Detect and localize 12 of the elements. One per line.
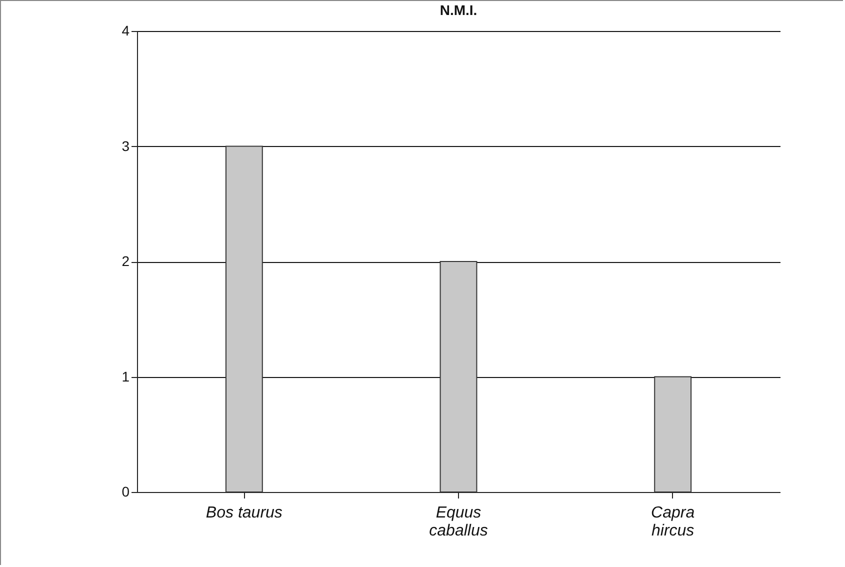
bar <box>440 261 478 492</box>
y-tick-label: 0 <box>122 484 130 500</box>
y-tick-label: 2 <box>122 253 130 269</box>
x-tick-label: Capra hircus <box>651 504 695 540</box>
y-tick-label: 1 <box>122 368 130 384</box>
chart-title: N.M.I. <box>440 2 478 18</box>
y-tick-label: 3 <box>122 138 130 154</box>
bar <box>654 376 692 492</box>
x-tick-label: Bos taurus <box>206 504 282 522</box>
y-tick-label: 4 <box>122 22 130 38</box>
x-tick-label: Equus caballus <box>429 504 488 540</box>
bar <box>225 146 263 492</box>
